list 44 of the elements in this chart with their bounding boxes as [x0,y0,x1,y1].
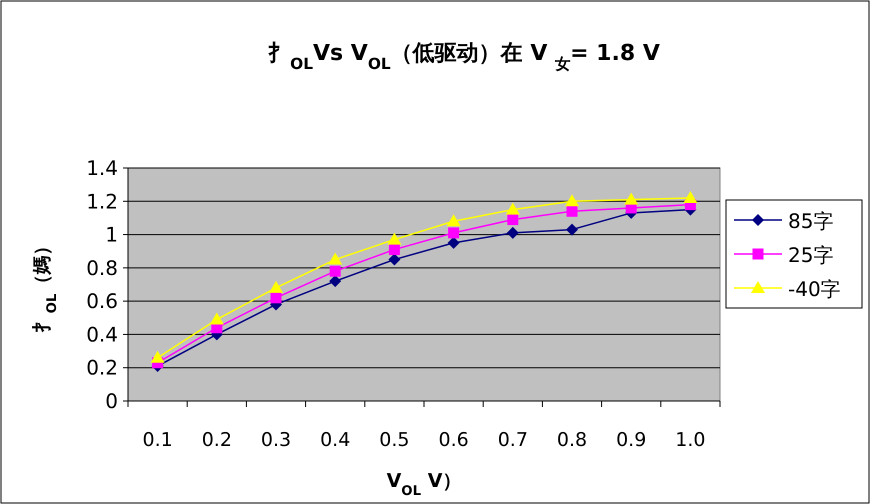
point [329,275,342,288]
x-tick-label: 0.7 [498,429,528,451]
point [269,280,283,293]
x-tick-label: 0.6 [438,429,469,451]
x-tick-label: 0.8 [556,429,588,451]
point [507,214,518,226]
x-tick-label: 0.4 [320,429,350,451]
point [270,292,282,304]
x-axis-title: V$_{OL}$ V） [386,470,462,498]
point [150,350,165,363]
y-tick-label: 0.2 [86,356,118,380]
y-tick-label: 1 [105,222,118,247]
point [506,202,520,215]
point [448,236,460,249]
point [388,244,400,256]
point [565,194,579,206]
y-tick-label: 1.2 [86,189,118,214]
chart-title: 扌$_{OL}$Vs V$_{OL}$（低驱动）在 V $_{女}$= 1.8 V [268,41,660,73]
point [387,232,402,245]
point [330,266,341,277]
point [446,214,461,226]
legend-label: 25字 [788,243,834,267]
point [683,190,698,203]
point [506,226,519,239]
point [448,227,460,238]
x-tick-label: 0.9 [616,429,646,451]
x-tick-label: 1.0 [675,429,706,451]
point [210,312,224,324]
y-tick-label: 0.6 [86,289,118,314]
point [388,254,400,266]
x-tick-label: 0.2 [202,429,232,451]
point [566,206,578,217]
legend-label: 85字 [788,209,834,233]
point [328,252,342,265]
y-tick-label: 0 [105,389,118,413]
x-tick-label: 0.3 [260,429,292,451]
y-tick-label: 1.4 [86,156,118,180]
legend-label: -40字 [788,277,841,301]
point [624,192,638,205]
y-tick-label: 0.4 [86,322,118,346]
x-tick-label: 0.1 [142,429,173,451]
x-tick-label: 0.5 [379,429,410,451]
point [566,224,578,236]
y-tick-label: 0.8 [86,256,118,280]
